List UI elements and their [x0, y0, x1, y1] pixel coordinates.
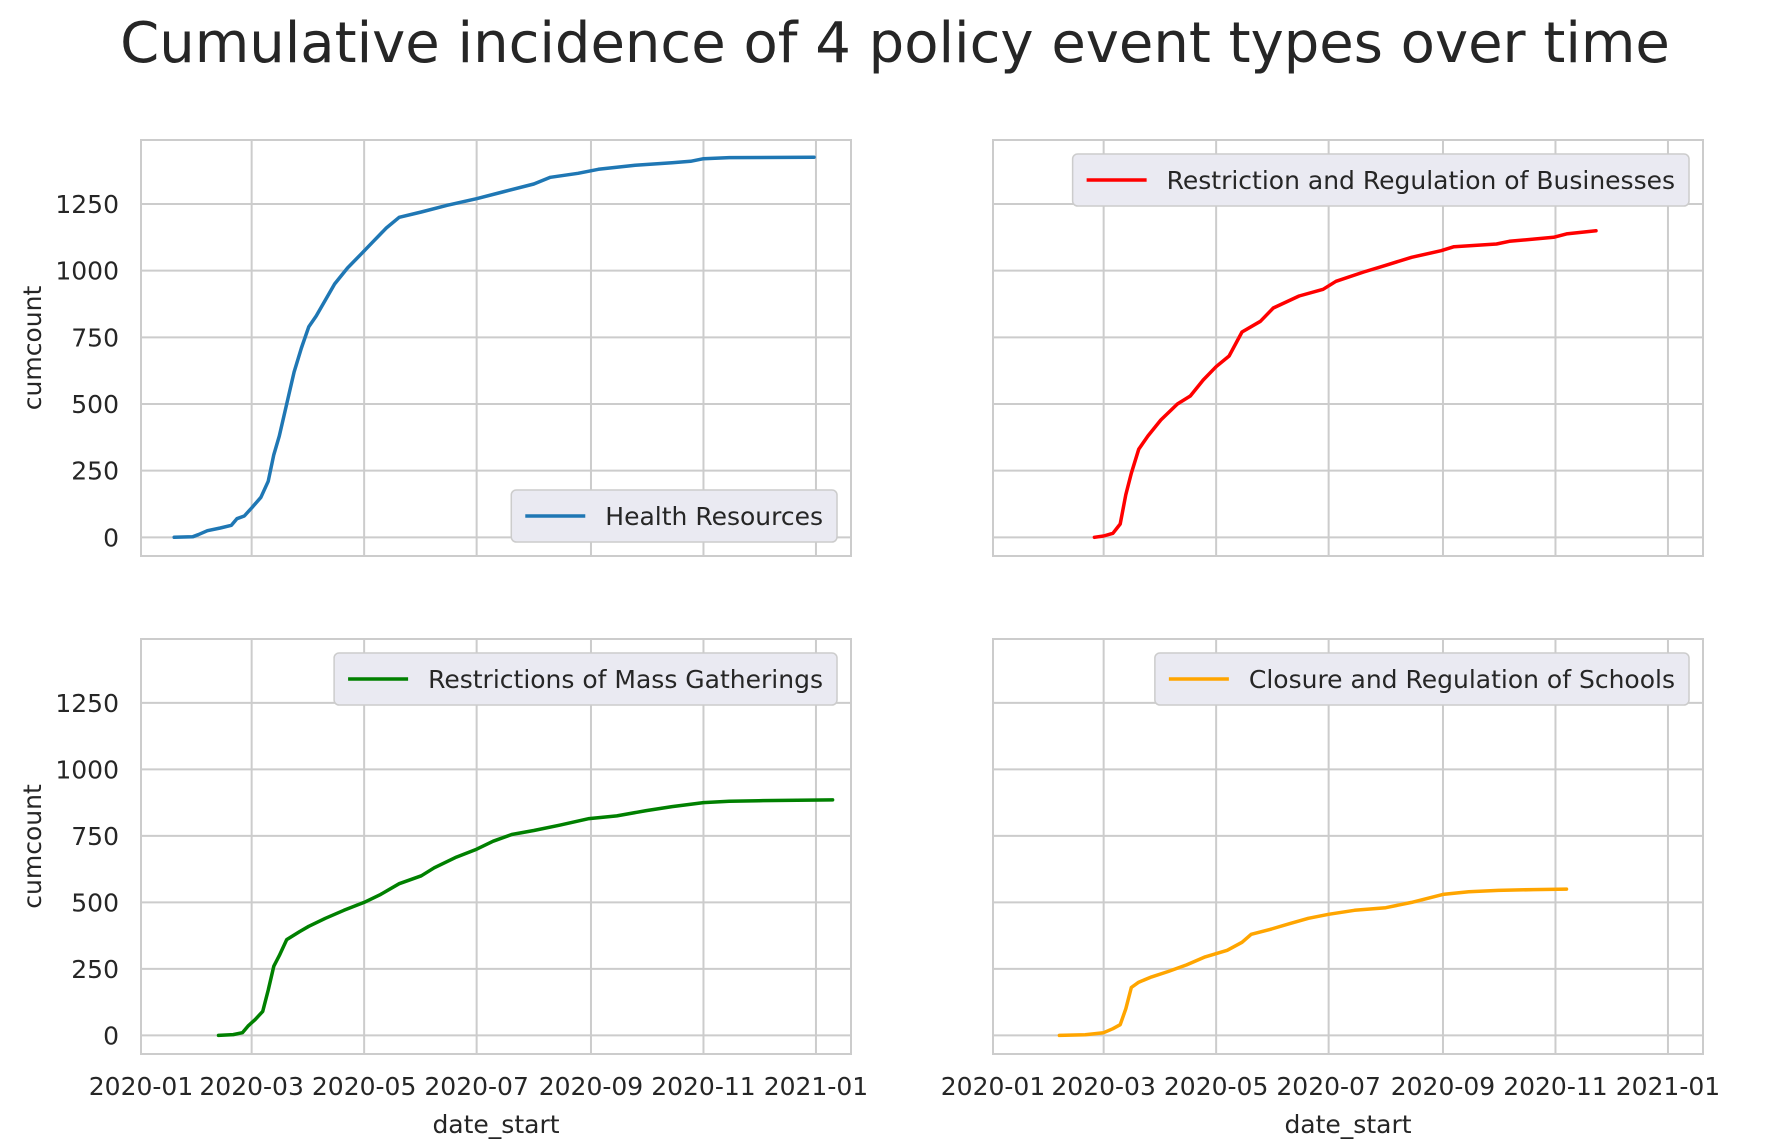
series-line: [172, 155, 816, 540]
axes-frame: [992, 139, 1704, 557]
x-tick-label: 2020-09: [539, 1072, 643, 1101]
y-axis-label: cumcount: [18, 286, 47, 411]
x-tick-label: 2021-01: [764, 1072, 868, 1101]
y-tick-label: 250: [71, 955, 119, 984]
x-tick-label: 2020-03: [199, 1072, 303, 1101]
x-tick-label: 2020-03: [1051, 1072, 1155, 1101]
x-tick-label: 2020-09: [1391, 1072, 1495, 1101]
series-line: [1057, 887, 1569, 1038]
legend: Restrictions of Mass Gatherings: [333, 652, 838, 706]
y-tick-label: 750: [71, 822, 119, 851]
x-axis-label: date_start: [1284, 1110, 1411, 1139]
x-tick-label: 2020-05: [1164, 1072, 1268, 1101]
subplot-mass-gatherings: 0 250 500 750 1000 1250 2020-01 2020-03 2020-05 2…: [18, 638, 868, 1139]
legend: Restriction and Regulation of Businesses: [1071, 153, 1690, 207]
axes-frame: [992, 638, 1704, 1055]
subplot-health-resources: 0 250 500 750 1000 1250 cumcount Health Resourc…: [18, 139, 852, 557]
axes-frame: [140, 139, 852, 557]
x-axis-label: date_start: [432, 1110, 559, 1139]
y-tick-label: 750: [71, 323, 119, 352]
legend-label: Closure and Regulation of Schools: [1249, 665, 1675, 694]
y-tick-label: 1250: [55, 689, 119, 718]
series-line: [216, 798, 835, 1038]
y-tick-label: 0: [103, 523, 119, 552]
figure-title: Cumulative incidence of 4 policy event t…: [120, 11, 1670, 76]
y-tick-label: 0: [103, 1021, 119, 1050]
y-tick-label: 250: [71, 457, 119, 486]
legend: Closure and Regulation of Schools: [1154, 652, 1690, 706]
y-tick-label: 1250: [55, 190, 119, 219]
x-tick-label: 2020-01: [89, 1072, 193, 1101]
x-tick-label: 2021-01: [1616, 1072, 1720, 1101]
legend-box: [1154, 652, 1690, 706]
y-tick-label: 500: [71, 888, 119, 917]
x-tick-label: 2020-11: [1503, 1072, 1607, 1101]
legend-label: Health Resources: [605, 502, 823, 531]
x-tick-label: 2020-05: [312, 1072, 416, 1101]
y-tick-label: 500: [71, 390, 119, 419]
subplot-businesses: Restriction and Regulation of Businesses: [992, 139, 1704, 557]
series-line: [1092, 228, 1598, 540]
legend-box: [510, 489, 838, 543]
y-tick-label: 1000: [55, 257, 119, 286]
y-axis-label: cumcount: [18, 784, 47, 909]
x-tick-label: 2020-07: [424, 1072, 528, 1101]
legend: Health Resources: [510, 489, 838, 543]
legend-label: Restriction and Regulation of Businesses: [1167, 166, 1675, 195]
legend-box: [333, 652, 838, 706]
subplot-schools: 2020-01 2020-03 2020-05 2020-07 2020-09 2020-…: [941, 638, 1720, 1139]
x-tick-label: 2020-07: [1276, 1072, 1380, 1101]
axes-frame: [140, 638, 852, 1055]
legend-box: [1071, 153, 1690, 207]
legend-label: Restrictions of Mass Gatherings: [428, 665, 823, 694]
x-tick-label: 2020-11: [651, 1072, 755, 1101]
x-tick-label: 2020-01: [941, 1072, 1045, 1101]
y-tick-label: 1000: [55, 755, 119, 784]
